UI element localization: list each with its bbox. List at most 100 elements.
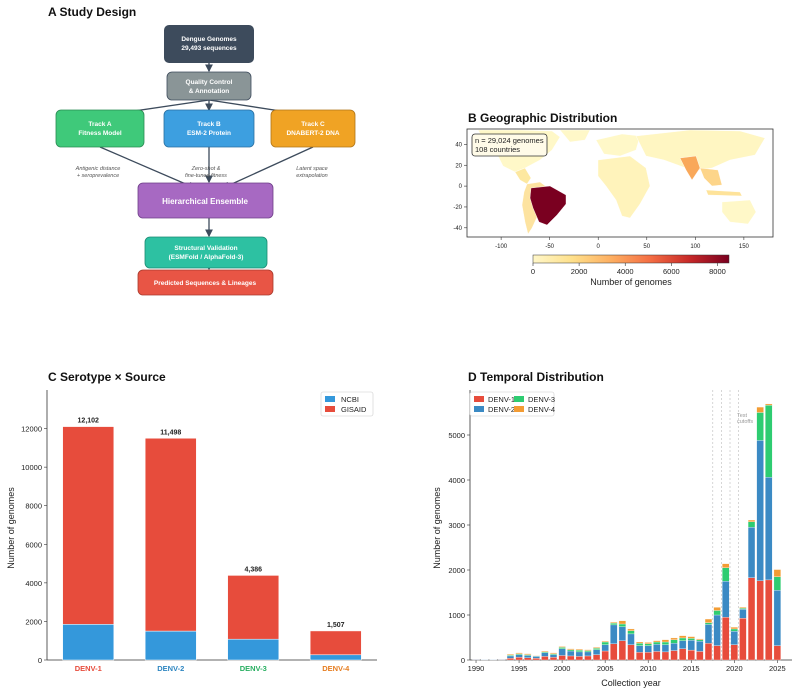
map-xtick-label: -50 [545,244,554,250]
map-asia [635,129,766,171]
box-ensemble-label: Hierarchical Ensemble [162,197,248,206]
d-bar-segment [730,631,738,645]
box-qc-line2: & Annotation [189,88,230,95]
edge-label-a-2: + seroprevalence [77,173,119,179]
d-bar-segment [541,656,549,661]
annotation-line1: n = 29,024 genomes [475,136,544,145]
d-bar-segment [747,527,756,578]
panel-d-xlabel: Collection year [601,678,661,688]
c-xtick-label: DENV-4 [322,664,350,673]
panel-d-title: D Temporal Distribution [468,370,604,384]
c-xtick-label: DENV-1 [75,664,102,673]
d-bar-segment [610,622,618,626]
panel-c-chart: 0 2000 4000 6000 8000 10000 12000 12,102 DENV-1 1… [21,390,377,673]
edge-label-c-2: extrapolation [296,173,328,179]
c-bar-segment [144,630,197,661]
legend-swatch-denv3 [514,396,524,402]
c-bar-total-label: 12,102 [78,418,100,425]
d-bar-segment [661,641,670,645]
legend-label-denv4: DENV-4 [528,405,555,414]
c-bar-segment [144,438,197,632]
c-bar-segment [309,654,362,661]
d-bar-segment [713,607,721,611]
d-bar-segment [679,640,687,649]
box-track-c-line1: Track C [301,121,325,128]
panel-c-title: C Serotype × Source [48,370,166,384]
c-ytick-label: 12000 [21,425,42,434]
box-validation-line2: (ESMFold / AlphaFold-3) [169,254,244,261]
d-bar-segment [739,607,747,609]
d-bar-segment [644,645,652,653]
box-track-c-bg [270,109,356,148]
d-bar-segment [610,643,618,661]
d-bar-segment [567,648,575,650]
d-bar-segment [636,652,644,661]
panel-a-title: A Study Design [48,5,136,19]
legend-label-gisaid: GISAID [341,405,367,414]
edge-label-c-1: Latent space [296,166,328,172]
d-bar-segment [687,640,695,651]
cutoff-label-1: Test [737,413,748,419]
d-bar-segment [610,622,618,624]
d-bar-segment [661,639,670,643]
d-bar-segment [756,412,764,441]
d-bar-segment [549,654,558,658]
panel-b-title: B Geographic Distribution [468,111,617,125]
box-qc-bg [166,71,252,101]
d-ytick-label: 4000 [448,476,465,485]
map-southeast-asia [699,167,723,187]
box-track-c: Track C DNABERT-2 DNA [270,109,356,148]
annotation-line2: 108 countries [475,145,520,154]
box-genomes-line2: 29,493 sequences [181,45,237,52]
d-bar-segment [747,577,756,661]
box-track-c-line2: DNABERT-2 DNA [286,130,339,137]
d-bar-segment [636,643,644,646]
map-ytick-label: -40 [453,226,462,232]
d-bar-segment [696,638,704,640]
d-bar-segment [756,406,764,413]
colorbar-gradient [532,254,730,264]
d-bar-segment [704,643,713,661]
d-bar-segment [627,644,635,661]
c-bar-total-label: 11,498 [160,429,181,436]
map-indonesia [705,189,743,197]
box-genomes-line1: Dengue Genomes [181,36,237,43]
legend-swatch-gisaid [325,406,335,412]
d-xtick-label: 2020 [726,664,743,673]
c-ytick-label: 0 [38,656,42,665]
box-track-a: Track A Fitness Model [55,109,145,148]
d-bar-segment [541,652,549,657]
d-bar-segment [687,636,695,639]
d-bar-segment [722,617,730,661]
d-ytick-label: 3000 [448,521,465,530]
d-bar-segment [739,618,747,661]
box-qc-line1: Quality Control [186,79,233,86]
panel-c-serotype-source: C Serotype × Source Number of genomes 0 2… [6,370,377,673]
c-ytick-label: 2000 [25,617,42,626]
box-dengue-genomes: Dengue Genomes 29,493 sequences [164,25,254,63]
cutoff-label-2: cutoffs [737,419,753,425]
d-bar-segment [584,651,592,657]
d-bar-segment [756,580,764,661]
d-bar-segment [704,618,713,623]
d-bar-segment [601,641,609,645]
d-bar-segment [558,646,566,648]
d-bar-segment [644,652,652,661]
d-bar-segment [679,648,687,661]
box-ensemble-bg [137,182,274,219]
d-bar-segment [524,653,532,655]
d-bar-segment [592,648,601,650]
d-bar-segment [713,645,721,661]
map-xtick-label: 50 [643,244,650,250]
d-xtick-label: 1990 [468,664,485,673]
box-validation-bg [144,236,268,269]
d-bar-segment [558,648,566,656]
edge-label-b-2: fine-tuned fitness [185,173,227,179]
map-xtick-label: -100 [495,244,508,250]
d-bar-segment [765,403,773,406]
d-bar-segment [584,650,592,653]
panel-d-ylabel: Number of genomes [432,487,442,569]
d-bar-segment [696,639,704,642]
d-xtick-label: 2015 [683,664,700,673]
panel-c-ylabel: Number of genomes [6,487,16,569]
